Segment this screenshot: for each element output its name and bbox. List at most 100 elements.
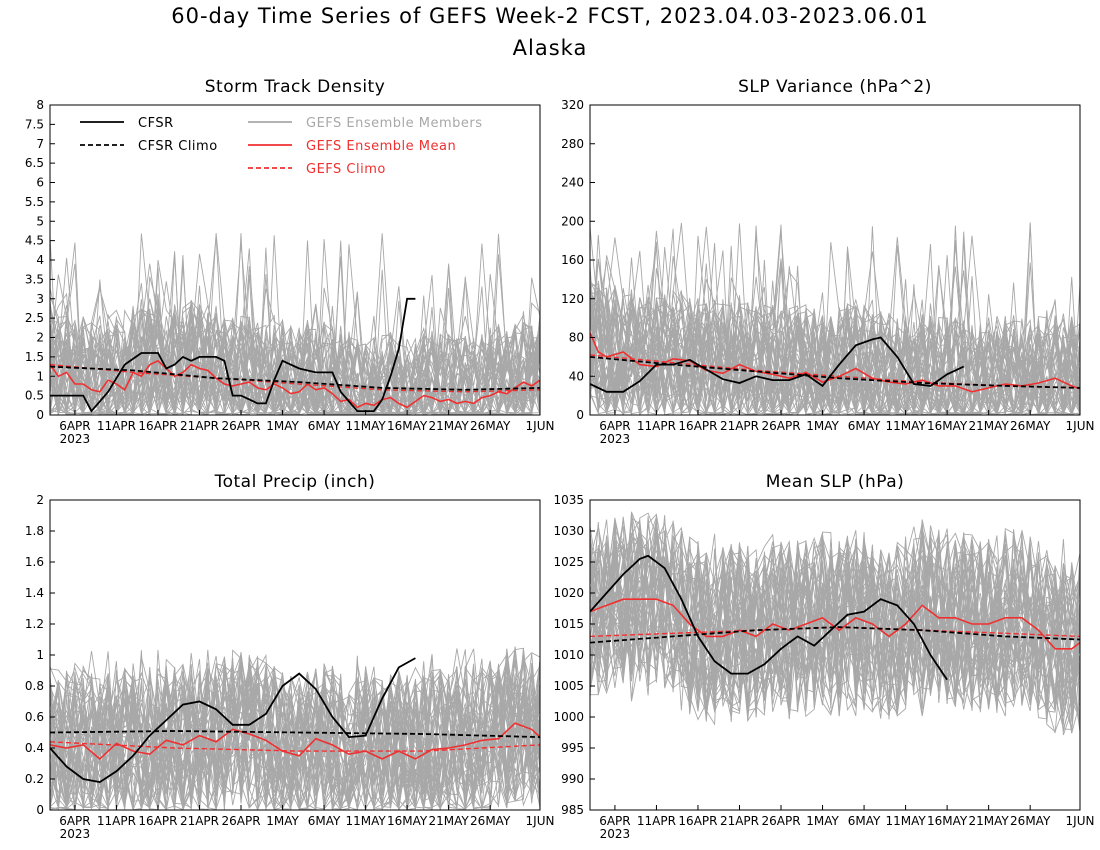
x-tick-label: 1MAY: [266, 419, 299, 433]
x-tick-label: 26MAY: [1010, 419, 1051, 433]
y-tick-label: 990: [561, 772, 584, 786]
y-tick-label: 1.8: [25, 524, 44, 538]
ensemble-member-line: [50, 648, 540, 810]
ensemble-members: [590, 222, 1080, 415]
y-tick-label: 6.5: [25, 156, 44, 170]
y-tick-label: 4.5: [25, 234, 44, 248]
x-tick-label: 16MAY: [927, 814, 968, 828]
ensemble-member-line: [50, 233, 540, 415]
y-tick-label: 1.4: [25, 586, 44, 600]
x-tick-label: 21APR: [180, 814, 219, 828]
x-tick-label: 26APR: [761, 814, 800, 828]
ensemble-member-line: [50, 243, 540, 415]
x-tick-label: 6MAY: [848, 814, 881, 828]
x-tick-label: 21MAY: [969, 814, 1010, 828]
x-tick-label: 11APR: [637, 814, 676, 828]
y-tick-label: 995: [561, 741, 584, 755]
y-tick-label: 1015: [553, 617, 584, 631]
ensemble-member-line: [50, 668, 540, 810]
ensemble-member-line: [50, 240, 540, 415]
y-tick-label: 0.4: [25, 741, 44, 755]
ensemble-member-line: [590, 523, 1080, 716]
panel-title: SLP Variance (hPa^2): [738, 77, 932, 97]
y-tick-label: 1010: [553, 648, 584, 662]
panel-title: Mean SLP (hPa): [766, 472, 905, 492]
y-tick-label: 1030: [553, 524, 584, 538]
ensemble-member-line: [590, 257, 1080, 415]
ensemble-member-line: [50, 651, 540, 810]
y-tick-label: 5: [36, 214, 44, 228]
x-tick-label: 1JUN: [1066, 419, 1095, 433]
ensemble-member-line: [50, 655, 540, 810]
x-tick-label: 26APR: [221, 419, 260, 433]
ensemble-member-line: [50, 661, 540, 810]
panel-precip: Total Precip (inch) 0 0.2 0.4 0.6 0.8 1 1.2 1.4 1…: [25, 472, 555, 841]
x-year-label: 2023: [600, 432, 631, 446]
y-tick-label: 120: [561, 292, 584, 306]
x-tick-label: 26APR: [221, 814, 260, 828]
legend-label-gefs-climo: GEFS Climo: [306, 162, 386, 177]
ensemble-member-line: [50, 649, 540, 810]
series-cfsr: [50, 657, 416, 784]
x-tick-label: 16APR: [138, 419, 177, 433]
x-tick-label: 1MAY: [266, 814, 299, 828]
series-cfsr-climo: [590, 626, 1080, 644]
chart-title: 60-day Time Series of GEFS Week-2 FCST, …: [171, 4, 929, 28]
x-tick-label: 6MAY: [848, 419, 881, 433]
y-tick-label: 2: [36, 493, 44, 507]
ensemble-members: [50, 233, 540, 415]
ensemble-member-line: [50, 283, 540, 415]
series-gefs-ensemble-mean: [50, 359, 540, 409]
x-tick-label: 21MAY: [969, 419, 1010, 433]
x-tick-label: 26MAY: [470, 814, 511, 828]
y-tick-label: 3.5: [25, 272, 44, 286]
y-tick-label: 1.5: [25, 350, 44, 364]
x-tick-label: 16APR: [138, 814, 177, 828]
y-tick-label: 1005: [553, 679, 584, 693]
x-tick-label: 1JUN: [526, 419, 555, 433]
ensemble-members: [50, 646, 540, 810]
ensemble-member-line: [50, 665, 540, 810]
x-tick-label: 21APR: [180, 419, 219, 433]
ensemble-member-line: [50, 664, 540, 810]
x-tick-label: 11MAY: [885, 814, 926, 828]
panel-title: Storm Track Density: [205, 77, 386, 97]
y-tick-label: 1020: [553, 586, 584, 600]
ensemble-member-line: [590, 514, 1080, 720]
ensemble-member-line: [50, 266, 540, 415]
y-tick-label: 80: [569, 331, 584, 345]
y-tick-label: 240: [561, 176, 584, 190]
ensemble-member-line: [590, 266, 1080, 415]
series-cfsr: [50, 297, 416, 413]
y-tick-label: 0.8: [25, 679, 44, 693]
legend-label-members: GEFS Ensemble Members: [306, 116, 483, 131]
y-tick-label: 5.5: [25, 195, 44, 209]
ensemble-member-line: [590, 528, 1080, 715]
y-tick-label: 6: [36, 176, 44, 190]
ensemble-members: [590, 511, 1080, 736]
ensemble-member-line: [590, 519, 1080, 726]
x-tick-label: 1MAY: [806, 419, 839, 433]
y-tick-label: 1.6: [25, 555, 44, 569]
x-tick-label: 21APR: [720, 814, 759, 828]
series-gefs-climo: [50, 363, 540, 393]
x-tick-label: 11APR: [97, 814, 136, 828]
ensemble-member-line: [50, 657, 540, 810]
panel-slpvar: SLP Variance (hPa^2) 0 40 80 120 160 200 240 280…: [561, 77, 1094, 446]
y-tick-label: 320: [561, 98, 584, 112]
y-tick-label: 4: [36, 253, 44, 267]
series-gefs-ensemble-mean: [590, 598, 1080, 650]
y-tick-label: 7.5: [25, 117, 44, 131]
y-tick-label: 1: [36, 648, 44, 662]
legend-label-cfsr: CFSR: [138, 116, 174, 131]
y-tick-label: 985: [561, 803, 584, 817]
y-tick-label: 8: [36, 98, 44, 112]
series-gefs-ensemble-mean: [50, 722, 540, 760]
x-tick-label: 16APR: [678, 814, 717, 828]
x-tick-label: 21MAY: [429, 419, 470, 433]
y-tick-label: 1025: [553, 555, 584, 569]
y-tick-label: 200: [561, 214, 584, 228]
y-tick-label: 40: [569, 369, 584, 383]
x-tick-label: 16APR: [678, 419, 717, 433]
x-tick-label: 6MAY: [308, 814, 341, 828]
